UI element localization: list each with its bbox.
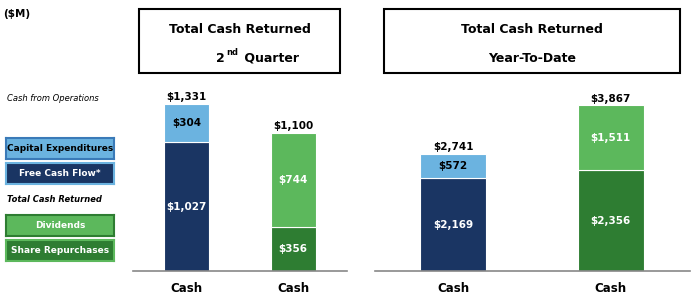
Bar: [578, 170, 644, 271]
Text: $356: $356: [279, 244, 307, 254]
Text: 178%: 178%: [407, 97, 447, 111]
Text: Dividends: Dividends: [35, 221, 85, 230]
Text: $3,867: $3,867: [591, 94, 631, 104]
Text: Quarter: Quarter: [239, 52, 299, 65]
Text: Total Cash Returned: Total Cash Returned: [169, 24, 311, 37]
Bar: [420, 178, 486, 271]
Text: nd: nd: [226, 48, 238, 57]
Text: Total Cash Returned: Total Cash Returned: [461, 24, 603, 37]
Text: ($M): ($M): [4, 9, 31, 19]
Bar: [164, 142, 209, 271]
Text: 2: 2: [216, 52, 225, 65]
FancyBboxPatch shape: [175, 85, 245, 123]
Text: $1,100: $1,100: [273, 121, 314, 131]
Text: $1,331: $1,331: [167, 92, 206, 101]
Text: 107%: 107%: [190, 97, 230, 111]
Text: Free Cash Flow*: Free Cash Flow*: [19, 169, 101, 178]
Text: $2,169: $2,169: [433, 220, 473, 230]
Text: Capital Expenditures: Capital Expenditures: [7, 144, 113, 153]
Bar: [271, 133, 316, 227]
Bar: [578, 106, 644, 170]
Text: $2,356: $2,356: [591, 216, 631, 226]
Text: Cash from Operations: Cash from Operations: [7, 94, 99, 104]
Text: $1,511: $1,511: [591, 133, 631, 143]
Text: $2,741: $2,741: [433, 142, 473, 153]
FancyBboxPatch shape: [392, 85, 462, 123]
FancyBboxPatch shape: [139, 9, 340, 73]
Bar: [420, 154, 486, 178]
Text: Total Cash Returned: Total Cash Returned: [7, 195, 102, 204]
Text: Share Repurchases: Share Repurchases: [10, 246, 109, 255]
FancyBboxPatch shape: [384, 9, 680, 73]
Bar: [271, 227, 316, 271]
Text: $572: $572: [439, 161, 468, 171]
Text: $744: $744: [279, 175, 308, 185]
Text: $304: $304: [172, 118, 201, 128]
Bar: [164, 104, 209, 142]
Text: $1,027: $1,027: [166, 202, 206, 212]
Text: Year-To-Date: Year-To-Date: [488, 52, 576, 65]
